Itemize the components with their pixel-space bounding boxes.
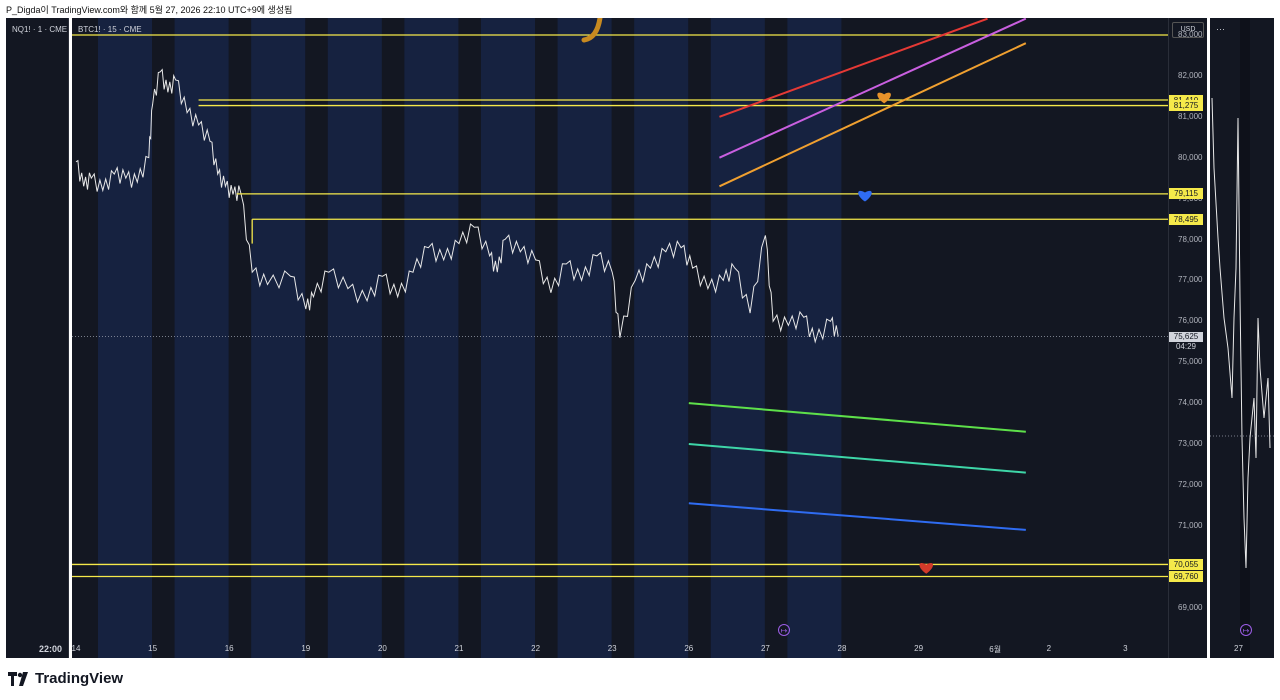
x-tick-label: 22 [531,644,541,653]
level-tag-level-79115: 79,115 [1169,188,1203,200]
trend-line-violet [719,18,1027,159]
chart-caption: P_Digda이 TradingView.com와 함께 5월 27, 2026… [6,5,293,15]
session-band [174,18,229,658]
left-symbol-label[interactable]: NQ1! · 1 · CME [12,25,68,34]
y-tick-label: 72,000 [1178,479,1203,489]
trend-line-blue [688,502,1026,531]
y-tick-label: 74,000 [1178,398,1203,408]
last-price-value: 75,625 [1173,331,1199,341]
y-tick-label: 71,000 [1178,520,1203,530]
y-tick-label: 73,000 [1178,439,1203,448]
session-band [634,18,689,658]
right-chart-canvas[interactable] [1210,18,1274,658]
left-time-label: 22:00 [38,644,62,654]
trend-line-red [719,18,988,118]
y-tick-label: 83,000 [1178,30,1203,39]
jump-to-realtime-icon[interactable]: ↦ [778,624,790,636]
x-tick-label: 20 [377,644,387,653]
x-tick-label: 3 [1123,644,1128,653]
tradingview-logo[interactable]: TradingView [8,670,123,687]
y-tick-label: 81,000 [1178,111,1203,121]
main-chart-panel[interactable]: BTC1! · 15 · CME USD 69,00070,00071,0007… [71,18,1207,658]
level-tag-level-78495: 78,495 [1169,213,1203,225]
level-tag-level-70055: 70,055 [1169,558,1203,570]
session-band [404,18,459,658]
x-tick-label: 16 [224,644,234,653]
x-tick-label: 28 [837,644,847,653]
y-tick-label: 75,000 [1178,357,1203,367]
x-tick-label: 19 [301,644,311,653]
right-x-label: 27 [1234,644,1243,653]
y-tick-label: 76,000 [1178,316,1203,326]
orange-heart-icon [877,92,891,104]
right-chart-panel[interactable]: ··· 27 ↦ [1210,18,1274,658]
session-band [98,18,152,658]
blue-heart-icon [858,190,872,202]
x-tick-label: 2 [1046,644,1052,653]
x-tick-label: 6월 [989,645,1002,654]
level-tag-level-81275: 81,275 [1169,100,1203,112]
right-jump-icon[interactable]: ↦ [1240,624,1252,636]
tradingview-wordmark: TradingView [35,670,124,687]
more-options-icon[interactable]: ··· [1216,24,1225,34]
y-tick-label: 82,000 [1178,70,1203,80]
session-band [481,18,535,658]
x-tick-label: 15 [148,644,158,653]
trend-line-teal [688,443,1026,474]
drawing-arc-icon [581,18,603,43]
right-session-band [1240,18,1250,658]
chart-canvas[interactable] [72,18,1168,658]
left-chart-panel[interactable]: NQ1! · 1 · CME 22:00 [6,18,69,658]
x-tick-label: 21 [454,644,464,653]
right-price-series-line [1211,97,1271,569]
session-band [251,18,306,658]
y-tick-label: 77,000 [1178,275,1203,285]
x-tick-label: 27 [760,644,770,653]
x-tick-label: 26 [684,644,694,653]
price-series-line [75,68,839,344]
bar-countdown: 04:29 [1169,341,1203,352]
trend-line-orange [719,42,1027,188]
red-heart-icon [919,563,934,574]
currency-button[interactable]: USD [1172,22,1204,38]
x-tick-label: 23 [607,644,617,653]
trend-line-green [688,402,1026,433]
session-band [557,18,612,658]
main-symbol-label[interactable]: BTC1! · 15 · CME [78,25,142,34]
x-tick-label: 29 [914,644,924,653]
session-band [327,18,382,658]
session-band [710,18,765,658]
last-price-tag: 75,625 04:29 [1169,331,1203,352]
y-tick-label: 80,000 [1178,152,1203,162]
level-tag-level-81410: 81,410 [1169,94,1203,106]
y-tick-label: 69,000 [1178,602,1203,612]
tradingview-logo-icon [8,671,30,686]
y-tick-label: 78,000 [1178,234,1203,244]
x-tick-label: 14 [71,644,81,653]
level-tag-level-69760: 69,760 [1169,571,1203,583]
